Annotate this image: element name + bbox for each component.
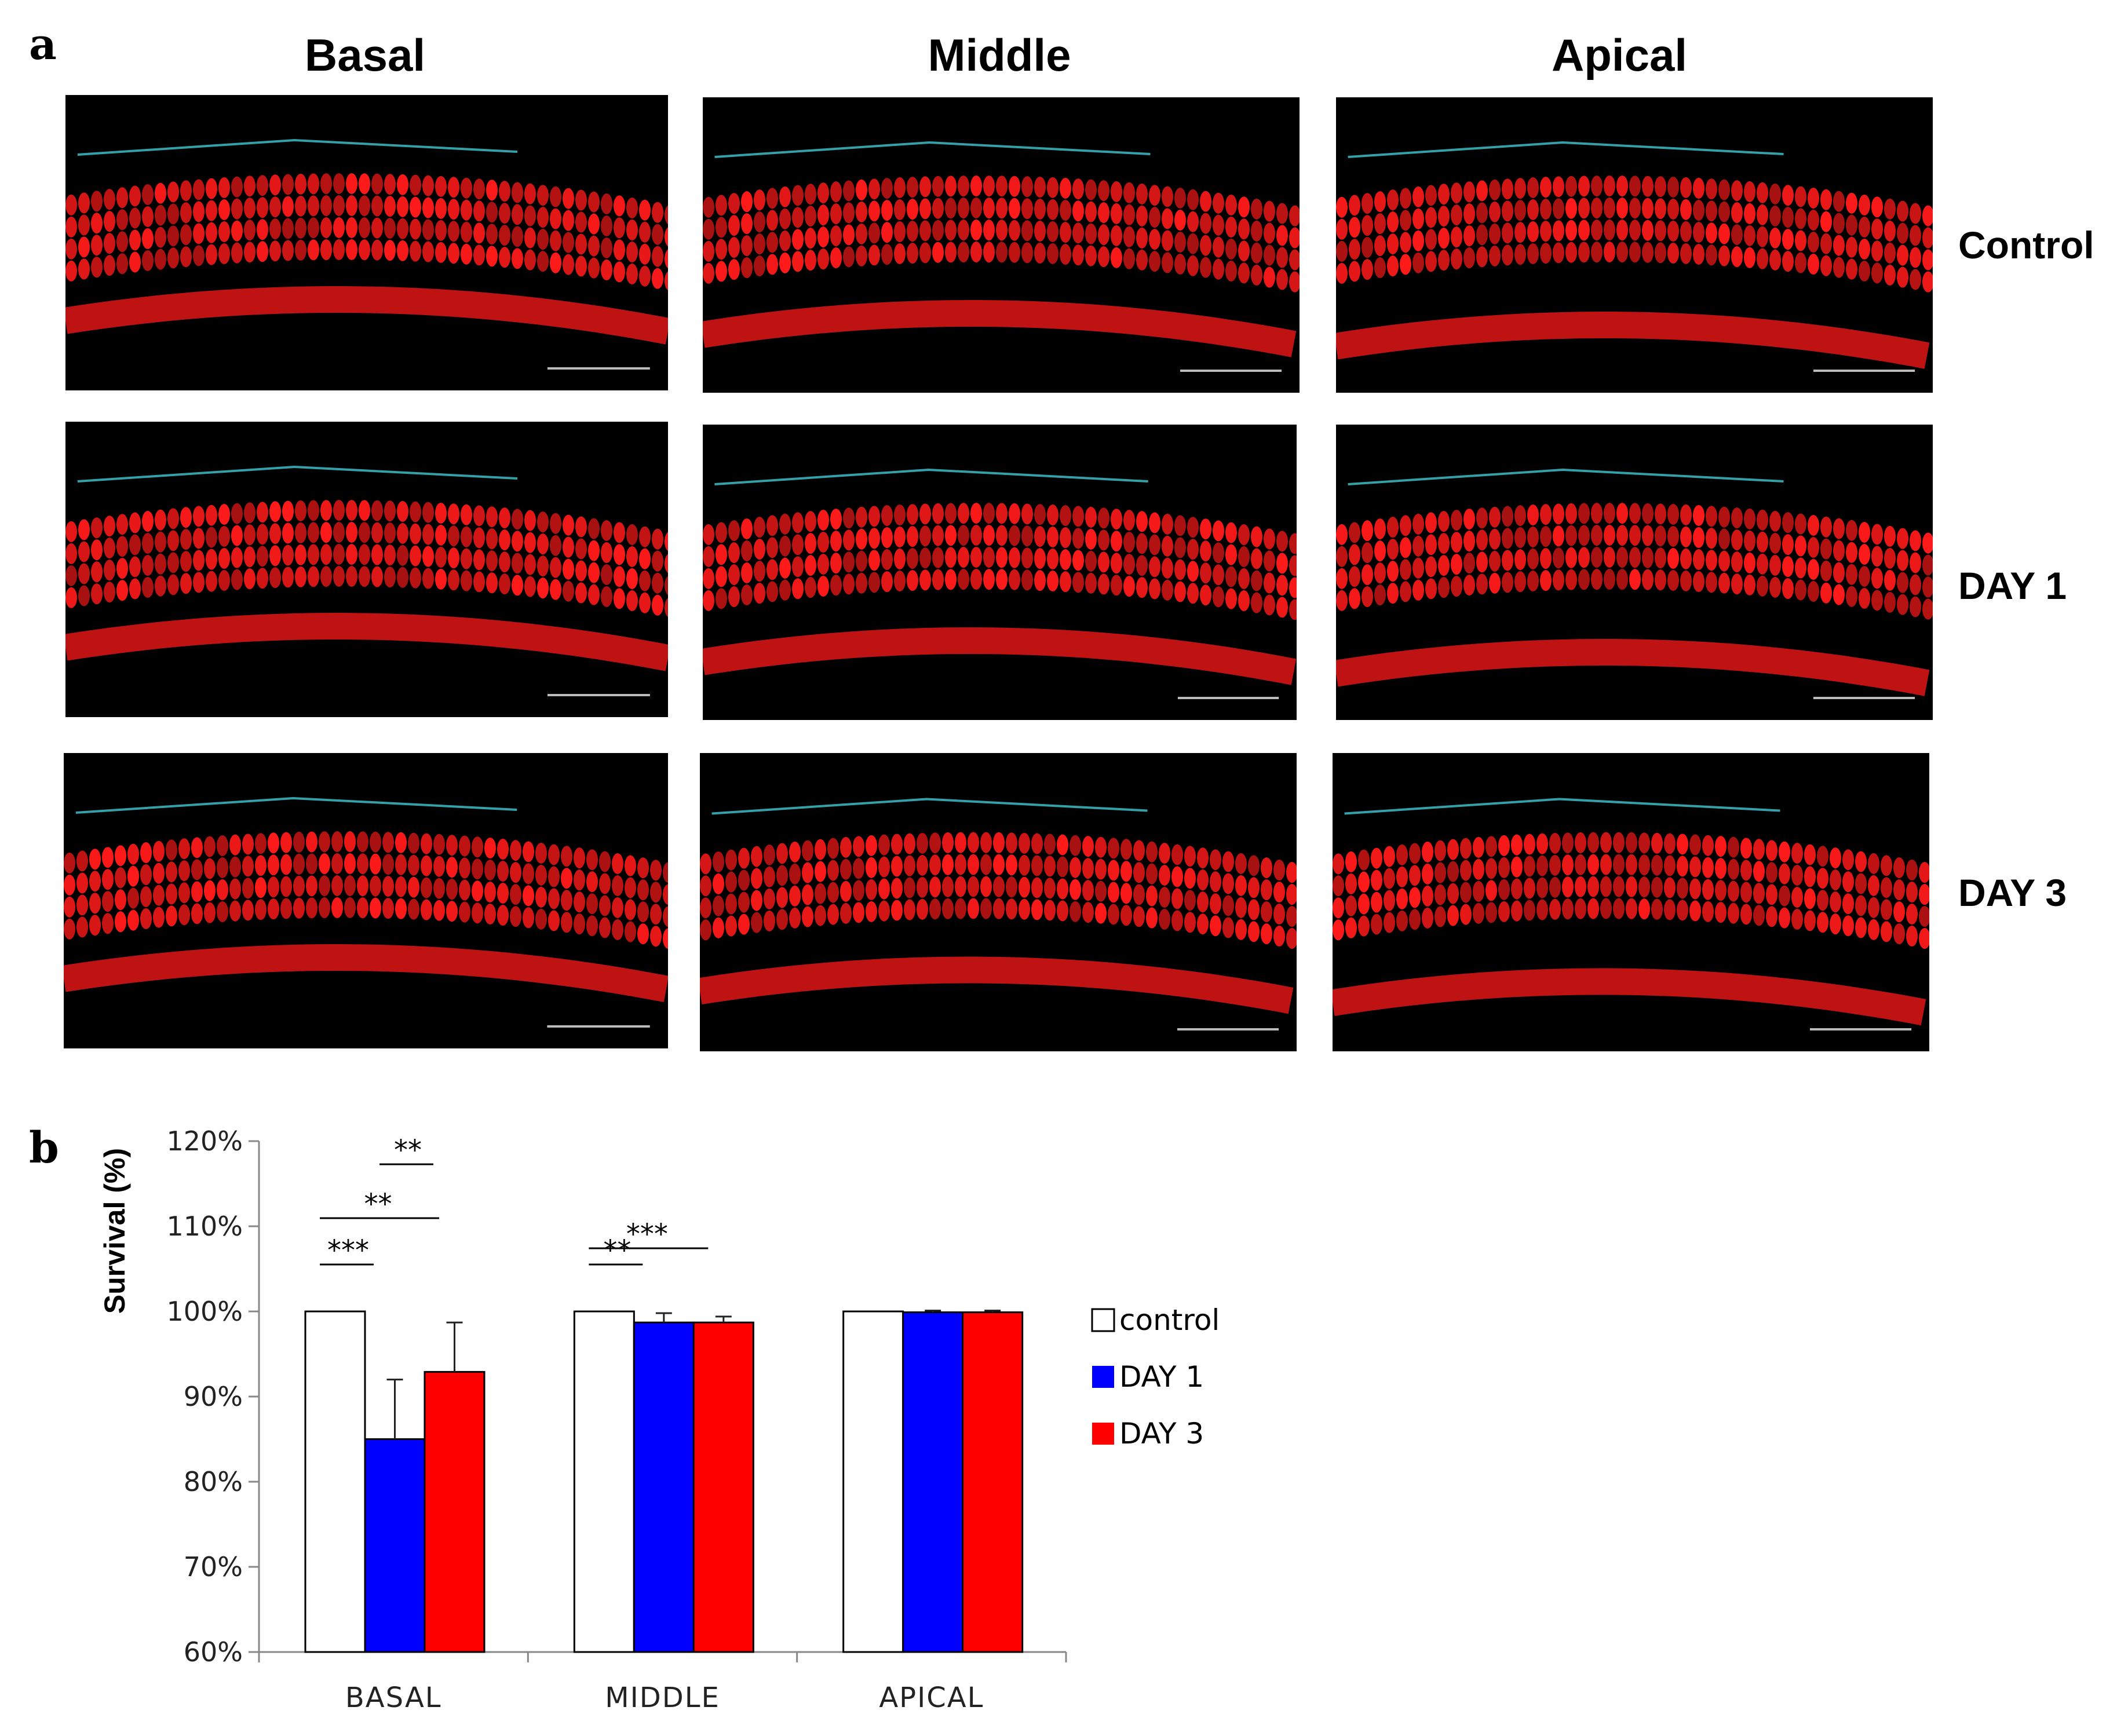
panel-a-label: a <box>29 20 57 70</box>
column-header-middle: Middle <box>928 30 1071 81</box>
bar-control-middle <box>573 1310 635 1653</box>
legend-label: DAY 1 <box>1119 1360 1204 1394</box>
column-header-basal: Basal <box>304 30 426 81</box>
y-tick-label: 90% <box>184 1381 243 1412</box>
y-tick-label: 100% <box>166 1296 243 1327</box>
significance-label: ** <box>603 1234 631 1267</box>
bar-day1-basal <box>364 1438 426 1653</box>
micrograph-apical-day3 <box>1333 753 1929 1051</box>
bar-day1-apical <box>902 1311 964 1653</box>
row-header-day1: DAY 1 <box>1958 564 2067 607</box>
legend-swatch <box>1091 1308 1115 1332</box>
micrograph-basal-control <box>65 95 668 390</box>
survival-bar-chart: Survival (%) 60% 70% 80% 90% 100% 110% 120% **… <box>98 1125 1067 1714</box>
micrograph-apical-day1 <box>1336 425 1933 720</box>
legend-swatch <box>1092 1366 1114 1388</box>
y-tick-label: 120% <box>166 1125 243 1157</box>
category-label: APICAL <box>879 1682 984 1714</box>
y-tick-label: 80% <box>184 1466 243 1497</box>
significance-label: ** <box>364 1188 392 1220</box>
bar-day3-middle <box>692 1321 754 1653</box>
y-tick-label: 110% <box>166 1211 243 1242</box>
row-header-control: Control <box>1958 224 2094 266</box>
legend-swatch <box>1092 1423 1114 1445</box>
bar-day3-apical <box>962 1311 1024 1653</box>
bar-day3-basal <box>424 1370 486 1653</box>
column-header-apical: Apical <box>1551 30 1688 81</box>
significance-label: *** <box>327 1234 369 1267</box>
micrograph-basal-day3 <box>64 753 668 1048</box>
y-axis-title: Survival (%) <box>98 1148 131 1314</box>
chart-legend: control DAY 1 DAY 3 <box>1091 1303 1220 1450</box>
significance-label: *** <box>626 1218 668 1251</box>
bar-control-basal <box>304 1310 366 1653</box>
category-label: MIDDLE <box>605 1682 720 1714</box>
row-header-day3: DAY 3 <box>1958 871 2067 914</box>
y-tick-label: 60% <box>184 1636 243 1668</box>
bar-day1-middle <box>633 1321 695 1653</box>
chart-bars <box>304 1310 1024 1653</box>
category-label: BASAL <box>345 1682 442 1714</box>
legend-label: control <box>1119 1303 1220 1337</box>
micrograph-middle-day1 <box>703 425 1297 720</box>
micrograph-basal-day1 <box>65 422 668 717</box>
micrograph-middle-day3 <box>700 753 1297 1051</box>
panel-b-label: b <box>29 1123 59 1173</box>
micrograph-middle-control <box>703 97 1300 393</box>
category-labels: BASAL MIDDLE APICAL <box>345 1682 984 1714</box>
bar-control-apical <box>842 1310 904 1653</box>
legend-label: DAY 3 <box>1119 1417 1204 1450</box>
significance-label: ** <box>394 1134 422 1167</box>
micrograph-apical-control <box>1336 97 1933 393</box>
y-tick-label: 70% <box>184 1551 243 1582</box>
significance-brackets: ************ <box>320 1134 709 1267</box>
